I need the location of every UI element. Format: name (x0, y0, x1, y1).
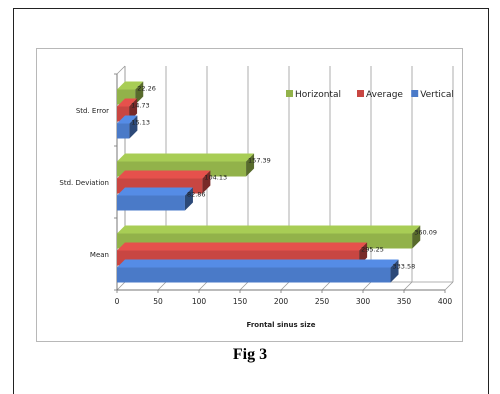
bar-top-face (117, 98, 138, 107)
x-tick-label: 400 (438, 297, 453, 306)
x-tick-label: 300 (356, 297, 371, 306)
bar-top-face (117, 242, 368, 251)
category-label: Std. Deviation (59, 179, 109, 187)
figure-caption: Fig 3 (232, 346, 268, 363)
figure-frame (13, 8, 489, 394)
data-label: 14.73 (131, 102, 150, 110)
category-label: Std. Error (76, 107, 109, 115)
wall-edge (116, 65, 126, 75)
data-label: 360.09 (414, 229, 437, 237)
category-label: Mean (90, 251, 109, 259)
bar (117, 123, 130, 139)
data-label: 104.13 (204, 174, 227, 182)
x-axis-title: Frontal sinus size (246, 321, 315, 329)
bar-top-face (117, 81, 144, 90)
bar-top-face (117, 187, 193, 196)
bar-end-face (202, 170, 211, 194)
data-label: 82.86 (187, 191, 206, 199)
bar-top-face (117, 153, 255, 162)
floor-gridline (403, 281, 413, 291)
floor-gridline (198, 281, 208, 291)
bar-end-face (135, 81, 144, 105)
data-label: 15.13 (131, 119, 150, 127)
bar (117, 195, 185, 211)
bar-top-face (117, 259, 399, 268)
data-label: 333.58 (393, 263, 416, 271)
x-tick-label: 100 (192, 297, 207, 306)
floor-gridline (157, 281, 167, 291)
legend-label: Vertical (420, 90, 454, 100)
floor-gridline (280, 281, 290, 291)
data-label: 157.39 (248, 157, 271, 165)
x-tick-label: 250 (315, 297, 330, 306)
data-label: 22.26 (137, 85, 156, 93)
bar-end-face (129, 115, 138, 139)
legend-swatch (411, 90, 419, 97)
floor-gridline (321, 281, 331, 291)
bar-end-face (246, 153, 255, 177)
legend-swatch (286, 90, 293, 97)
bar-end-face (184, 187, 193, 211)
x-tick-label: 150 (233, 297, 248, 306)
legend-label: Average (366, 90, 403, 100)
bar (117, 267, 391, 283)
floor-gridline (362, 281, 372, 291)
bar-top-face (117, 115, 138, 124)
x-tick-label: 200 (274, 297, 289, 306)
data-label: 295.25 (361, 246, 384, 254)
chart-area (36, 48, 463, 342)
floor-gridline (444, 281, 454, 291)
legend-label: Horizontal (295, 90, 341, 100)
bar-end-face (412, 225, 421, 249)
legend-swatch (357, 90, 364, 97)
floor-gridline (239, 281, 249, 291)
bar-end-face (390, 259, 399, 283)
x-tick-label: 0 (115, 297, 120, 306)
floor-gridline (116, 281, 126, 291)
x-tick-label: 50 (153, 297, 163, 306)
bar-top-face (117, 170, 211, 179)
bar-top-face (117, 225, 421, 234)
x-tick-label: 350 (397, 297, 412, 306)
